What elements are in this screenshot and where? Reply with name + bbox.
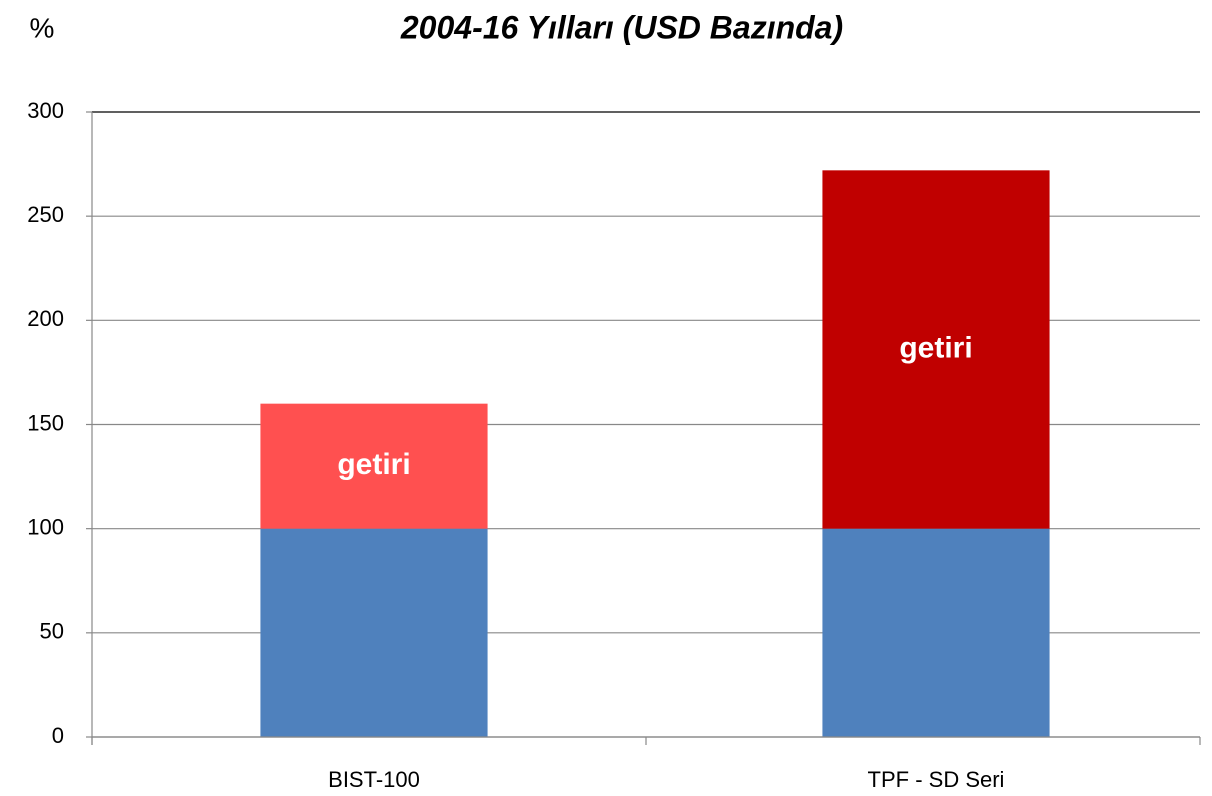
segment-label: getiri (337, 448, 410, 481)
y-tick-label: 200 (27, 306, 64, 331)
y-tick-label: 100 (27, 514, 64, 539)
y-axis-label: % (30, 12, 55, 43)
y-tick-label: 250 (27, 202, 64, 227)
y-tick-label: 300 (27, 98, 64, 123)
bar-segment (822, 528, 1050, 737)
y-tick-label: 150 (27, 410, 64, 435)
bar-segment (260, 403, 488, 529)
bar-segment (260, 528, 488, 737)
x-tick-label: TPF - SD Seri (868, 767, 1005, 792)
segment-label: getiri (899, 331, 972, 364)
x-tick-label: BIST-100 (328, 767, 420, 792)
bar-segment (822, 170, 1050, 529)
y-tick-label: 0 (52, 723, 64, 748)
chart-title: 2004-16 Yılları (USD Bazında) (400, 9, 843, 45)
y-tick-label: 50 (40, 619, 64, 644)
